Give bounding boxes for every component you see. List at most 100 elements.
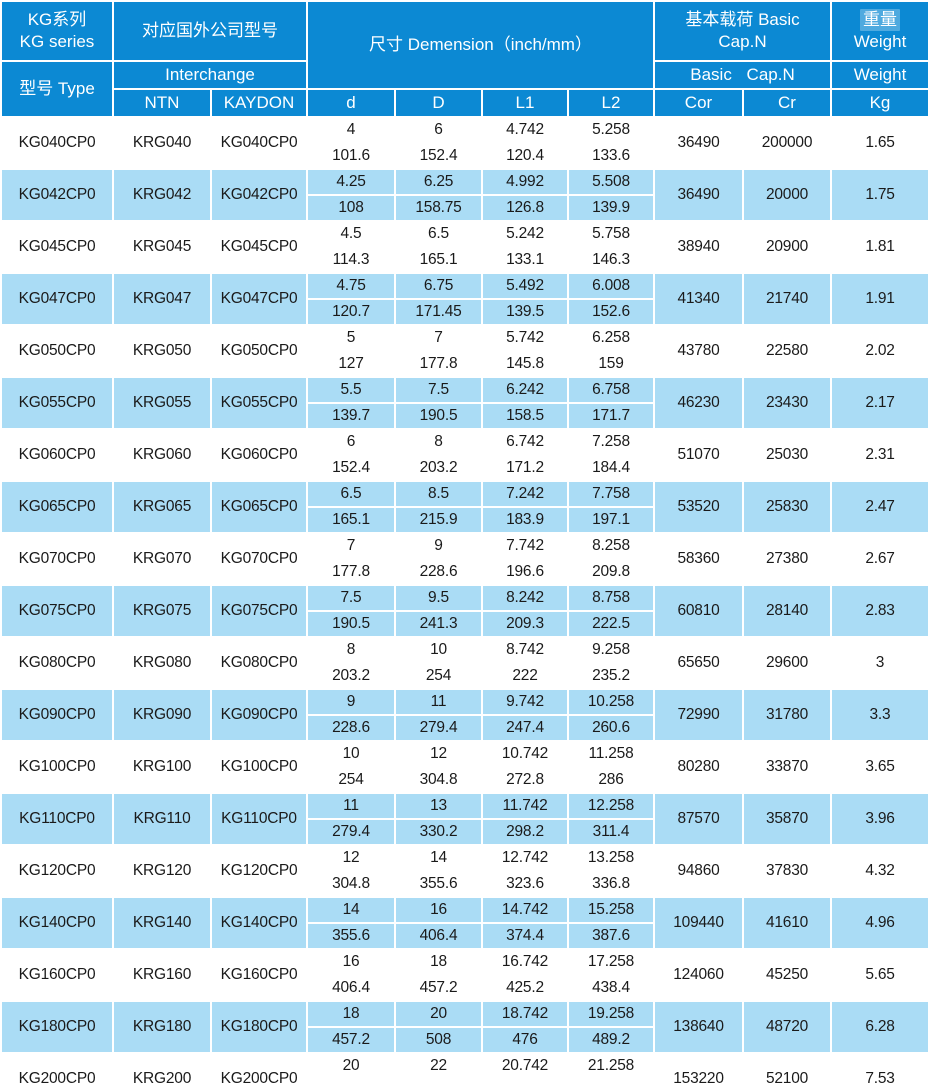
cell-type: KG080CP0	[2, 638, 112, 688]
header-basic-cap-line2: Cap.N	[718, 32, 767, 51]
cell-cr: 35870	[744, 794, 830, 844]
cell-d-inch: 4	[308, 118, 394, 142]
cell-l2-mm	[569, 1080, 653, 1089]
cell-d-mm: 254	[308, 768, 394, 792]
cell-type: KG060CP0	[2, 430, 112, 480]
cell-cor: 65650	[655, 638, 742, 688]
cell-kaydon: KG200CP0	[212, 1054, 306, 1089]
cell-l2-inch: 15.258	[569, 898, 653, 922]
cell-d-inch: 8	[308, 638, 394, 662]
cell-l1-mm: 272.8	[483, 768, 567, 792]
cell-type: KG050CP0	[2, 326, 112, 376]
cell-d-outer-inch: 8	[396, 430, 481, 454]
cell-cor: 94860	[655, 846, 742, 896]
header-weight-en: Weight	[853, 32, 907, 51]
col-header-cr: Cr	[744, 90, 830, 116]
cell-l2-mm: 133.6	[569, 144, 653, 168]
cell-kaydon: KG080CP0	[212, 638, 306, 688]
cell-l1-mm: 323.6	[483, 872, 567, 896]
cell-kaydon: KG100CP0	[212, 742, 306, 792]
table-header: KG系列 KG series 型号 Type 对应国外公司型号 Intercha…	[2, 2, 928, 116]
table-row: KG045CP0 KRG045 KG045CP0 4.5 114.3 6.5 165.1 5.…	[2, 222, 928, 272]
cell-kaydon: KG090CP0	[212, 690, 306, 740]
cell-ntn: KRG180	[114, 1002, 210, 1052]
cell-d-inch: 18	[308, 1002, 394, 1026]
cell-kg: 1.65	[832, 118, 928, 168]
cell-d-mm: 355.6	[308, 924, 394, 948]
table-row: KG075CP0 KRG075 KG075CP0 7.5 190.5 9.5 241.3 8.…	[2, 586, 928, 636]
cell-d-outer-mm: 215.9	[396, 508, 481, 532]
table-body: KG040CP0 KRG040 KG040CP0 4 101.6 6 152.4 4.742 1…	[2, 118, 928, 1089]
header-type: 型号 Type	[2, 62, 112, 116]
cell-ntn: KRG200	[114, 1054, 210, 1089]
cell-l2-mm: 146.3	[569, 248, 653, 272]
cell-l2-mm: 311.4	[569, 820, 653, 844]
cell-d-mm: 457.2	[308, 1028, 394, 1052]
cell-kaydon: KG075CP0	[212, 586, 306, 636]
cell-ntn: KRG047	[114, 274, 210, 324]
cell-cor: 80280	[655, 742, 742, 792]
cell-l2-inch: 6.258	[569, 326, 653, 350]
cell-d-mm: 228.6	[308, 716, 394, 740]
cell-ntn: KRG045	[114, 222, 210, 272]
col-header-l2: L2	[569, 90, 653, 116]
cell-d-outer-mm: 330.2	[396, 820, 481, 844]
cell-cor: 72990	[655, 690, 742, 740]
cell-l2-mm: 139.9	[569, 196, 653, 220]
cell-cor: 36490	[655, 118, 742, 168]
cell-d-outer-mm: 165.1	[396, 248, 481, 272]
cell-cr: 23430	[744, 378, 830, 428]
cell-l1-mm: 183.9	[483, 508, 567, 532]
cell-d-outer-inch: 18	[396, 950, 481, 974]
header-basic-cap-line1: 基本载荷 Basic	[685, 9, 800, 29]
cell-cr: 25030	[744, 430, 830, 480]
cell-kaydon: KG040CP0	[212, 118, 306, 168]
table-row: KG100CP0 KRG100 KG100CP0 10 254 12 304.8 10.742…	[2, 742, 928, 792]
cell-kaydon: KG055CP0	[212, 378, 306, 428]
table-row: KG200CP0 KRG200 KG200CP0 20 22 20.742 21.258 15…	[2, 1054, 928, 1089]
cell-l2-inch: 19.258	[569, 1002, 653, 1026]
col-header-ntn: NTN	[114, 90, 210, 116]
table-row: KG110CP0 KRG110 KG110CP0 11 279.4 13 330.2 11.7…	[2, 794, 928, 844]
cell-cr: 52100	[744, 1054, 830, 1089]
cell-l1-mm: 425.2	[483, 976, 567, 1000]
cell-l1-inch: 4.992	[483, 170, 567, 194]
table-row: KG070CP0 KRG070 KG070CP0 7 177.8 9 228.6 7.742 1…	[2, 534, 928, 584]
header-weight-zh: 重量	[860, 8, 900, 31]
header-kg-series-en: KG series	[19, 32, 95, 51]
cell-ntn: KRG160	[114, 950, 210, 1000]
cell-kg: 2.47	[832, 482, 928, 532]
col-header-d: d	[308, 90, 394, 116]
cell-ntn: KRG070	[114, 534, 210, 584]
cell-l1-inch: 4.742	[483, 118, 567, 142]
cell-d-mm: 406.4	[308, 976, 394, 1000]
cell-l1-inch: 6.242	[483, 378, 567, 402]
cell-d-mm	[308, 1080, 394, 1089]
cell-d-mm: 108	[308, 196, 394, 220]
cell-kg: 4.96	[832, 898, 928, 948]
cell-l1-inch: 18.742	[483, 1002, 567, 1026]
cell-l2-mm: 159	[569, 352, 653, 376]
cell-l1-inch: 11.742	[483, 794, 567, 818]
cell-cr: 21740	[744, 274, 830, 324]
cell-type: KG065CP0	[2, 482, 112, 532]
col-header-kaydon: KAYDON	[212, 90, 306, 116]
cell-ntn: KRG090	[114, 690, 210, 740]
table-row: KG090CP0 KRG090 KG090CP0 9 228.6 11 279.4 9.742…	[2, 690, 928, 740]
cell-l2-inch: 5.758	[569, 222, 653, 246]
cell-d-mm: 139.7	[308, 404, 394, 428]
cell-d-outer-mm	[396, 1080, 481, 1089]
header-dimension: 尺寸 Demension（inch/mm）	[308, 2, 653, 88]
cell-l1-inch: 7.742	[483, 534, 567, 558]
cell-d-outer-mm: 241.3	[396, 612, 481, 636]
header-weight-sub: Weight	[832, 62, 928, 88]
cell-l1-mm: 126.8	[483, 196, 567, 220]
header-kg-series-zh: KG系列	[27, 9, 87, 29]
cell-kg: 3.96	[832, 794, 928, 844]
cell-type: KG070CP0	[2, 534, 112, 584]
cell-l1-inch: 8.242	[483, 586, 567, 610]
cell-l2-inch: 12.258	[569, 794, 653, 818]
cell-d-inch: 5.5	[308, 378, 394, 402]
cell-kg: 2.31	[832, 430, 928, 480]
cell-cor: 36490	[655, 170, 742, 220]
